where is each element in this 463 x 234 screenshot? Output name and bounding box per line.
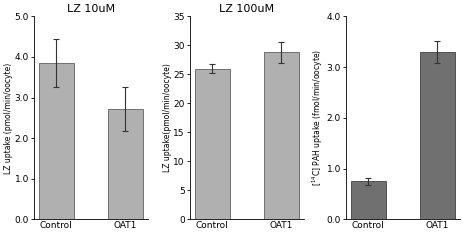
Y-axis label: LZ uptake(pmol/min/oocyte): LZ uptake(pmol/min/oocyte): [163, 63, 172, 172]
Bar: [194, 69, 229, 219]
Y-axis label: [$^{14}$C] PAH uptake (fmol/min/oocyte): [$^{14}$C] PAH uptake (fmol/min/oocyte): [310, 49, 325, 186]
Bar: [263, 52, 298, 219]
Title: LZ 10uM: LZ 10uM: [67, 4, 115, 14]
Title: LZ 100uM: LZ 100uM: [219, 4, 274, 14]
Bar: [108, 109, 142, 219]
Y-axis label: LZ uptake (pmol/min/oocyte): LZ uptake (pmol/min/oocyte): [4, 62, 13, 174]
Bar: [39, 63, 73, 219]
Bar: [419, 52, 454, 219]
Bar: [350, 181, 385, 219]
